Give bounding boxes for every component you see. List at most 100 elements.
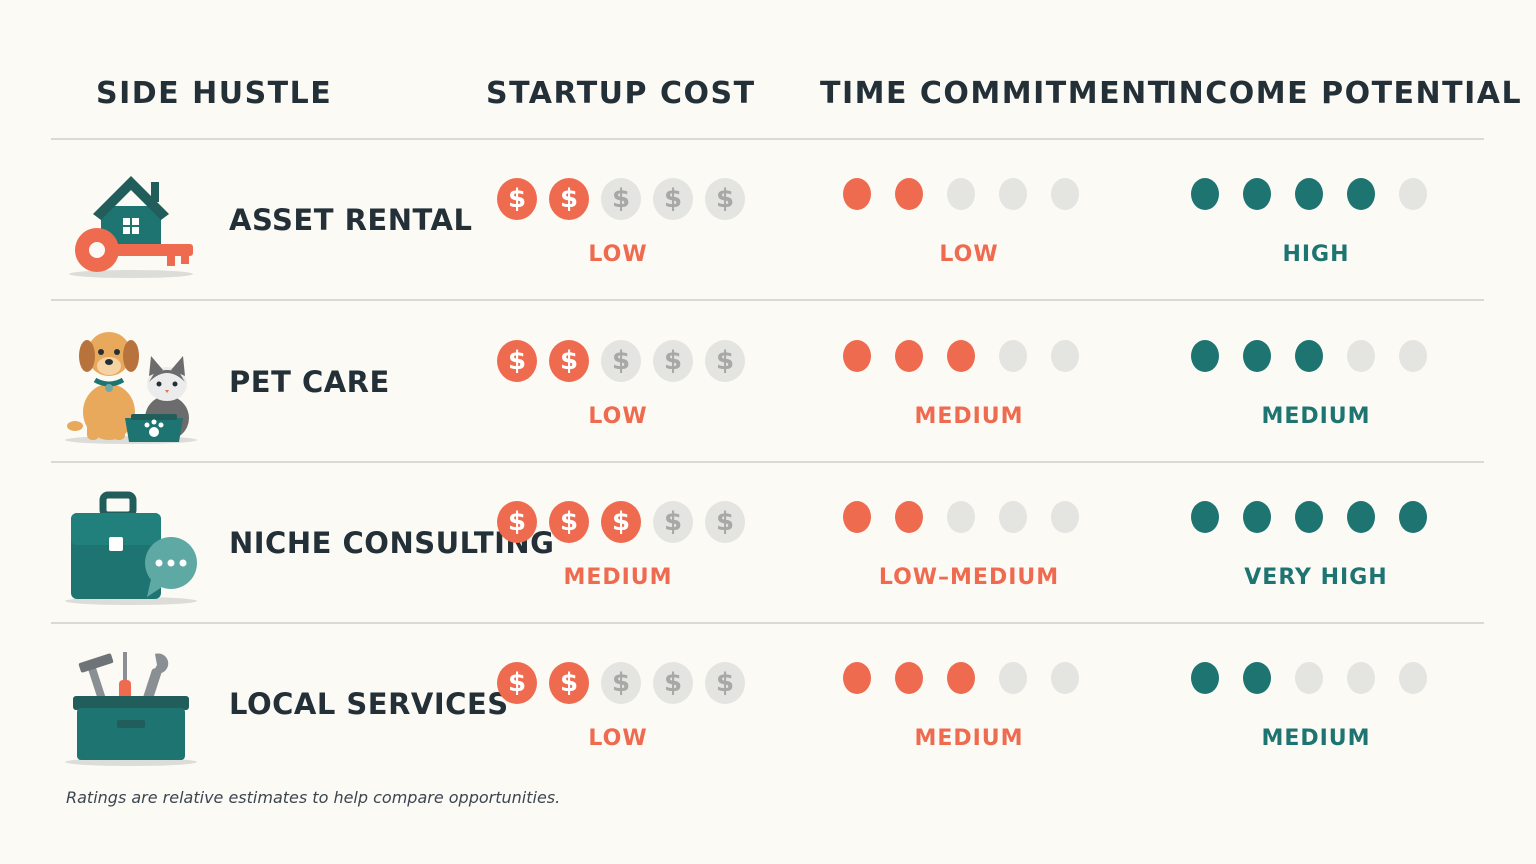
- income-potential-label: VERY HIGH: [1244, 565, 1388, 590]
- time-commitment-label: LOW: [939, 242, 999, 267]
- rating-dot-empty: [947, 178, 975, 210]
- rating-dot-empty: [1295, 662, 1323, 694]
- dollar-coin-filled-icon: $: [497, 501, 537, 543]
- rating-dot-empty: [1399, 178, 1427, 210]
- dollar-coin-filled-icon: $: [497, 340, 537, 382]
- time-commitment-label: LOW–MEDIUM: [878, 565, 1060, 590]
- time-commitment-rating: [843, 340, 1103, 372]
- header-income-potential: INCOME POTENTIAL: [1166, 76, 1523, 111]
- startup-cost-rating: $ $ $ $ $: [497, 501, 757, 543]
- row-divider: [51, 622, 1484, 624]
- dollar-coin-filled-icon: $: [549, 340, 589, 382]
- rating-dot-filled: [1295, 340, 1323, 372]
- rating-dot-empty: [999, 662, 1027, 694]
- dollar-coin-empty-icon: $: [705, 501, 745, 543]
- dollar-coin-empty-icon: $: [601, 662, 641, 704]
- rating-dot-empty: [1399, 662, 1427, 694]
- rating-dot-filled: [843, 178, 871, 210]
- rating-dot-filled: [1243, 178, 1271, 210]
- rating-dot-filled: [1191, 178, 1219, 210]
- income-potential-rating: [1191, 501, 1451, 533]
- rating-dot-empty: [947, 501, 975, 533]
- dollar-coin-empty-icon: $: [705, 662, 745, 704]
- time-commitment-rating: [843, 501, 1103, 533]
- row-divider: [51, 461, 1484, 463]
- header-side-hustle: SIDE HUSTLE: [96, 76, 333, 111]
- table-row: NICHE CONSULTING $ $ $ $ $ MEDIUM LOW–MEDIUM…: [51, 463, 1484, 623]
- startup-cost-label: MEDIUM: [563, 565, 673, 590]
- startup-cost-rating: $ $ $ $ $: [497, 662, 757, 704]
- rating-dot-empty: [999, 178, 1027, 210]
- rating-dot-empty: [1051, 340, 1079, 372]
- income-potential-label: HIGH: [1282, 242, 1350, 267]
- rating-dot-filled: [843, 662, 871, 694]
- dollar-coin-filled-icon: $: [497, 662, 537, 704]
- rating-dot-empty: [1051, 501, 1079, 533]
- startup-cost-rating: $ $ $ $ $: [497, 340, 757, 382]
- income-potential-rating: [1191, 178, 1451, 210]
- table-row: ASSET RENTAL $ $ $ $ $ LOW LOW HIGH: [51, 140, 1484, 300]
- rating-dot-empty: [1399, 340, 1427, 372]
- rating-dot-empty: [1347, 340, 1375, 372]
- rating-dot-filled: [895, 501, 923, 533]
- dollar-coin-empty-icon: $: [705, 178, 745, 220]
- startup-cost-label: LOW: [588, 726, 648, 751]
- rating-dot-empty: [1347, 662, 1375, 694]
- rating-dot-filled: [947, 662, 975, 694]
- startup-cost-rating: $ $ $ $ $: [497, 178, 757, 220]
- rating-dot-filled: [843, 501, 871, 533]
- dollar-coin-filled-icon: $: [497, 178, 537, 220]
- rating-dot-filled: [1243, 501, 1271, 533]
- startup-cost-label: LOW: [588, 404, 648, 429]
- dollar-coin-filled-icon: $: [549, 178, 589, 220]
- rating-dot-empty: [999, 501, 1027, 533]
- dollar-coin-empty-icon: $: [653, 340, 693, 382]
- rating-dot-empty: [1051, 662, 1079, 694]
- row-divider: [51, 299, 1484, 301]
- house-key-icon: [59, 164, 203, 284]
- footnote: Ratings are relative estimates to help c…: [66, 788, 561, 807]
- dollar-coin-empty-icon: $: [601, 178, 641, 220]
- rating-dot-filled: [1191, 340, 1219, 372]
- dollar-coin-filled-icon: $: [549, 501, 589, 543]
- rating-dot-filled: [1347, 501, 1375, 533]
- time-commitment-label: MEDIUM: [914, 726, 1024, 751]
- briefcase-chat-icon: [59, 487, 203, 607]
- header-divider: [51, 138, 1484, 140]
- dollar-coin-empty-icon: $: [705, 340, 745, 382]
- table-row: PET CARE $ $ $ $ $ LOW MEDIUM MEDIUM: [51, 302, 1484, 462]
- table-row: LOCAL SERVICES $ $ $ $ $ LOW MEDIUM MEDIUM: [51, 624, 1484, 784]
- header-startup-cost: STARTUP COST: [486, 76, 756, 111]
- rating-dot-filled: [843, 340, 871, 372]
- rating-dot-filled: [947, 340, 975, 372]
- rating-dot-filled: [895, 178, 923, 210]
- rating-dot-empty: [1051, 178, 1079, 210]
- income-potential-label: MEDIUM: [1261, 726, 1371, 751]
- rating-dot-filled: [895, 662, 923, 694]
- dollar-coin-empty-icon: $: [601, 340, 641, 382]
- row-title: ASSET RENTAL: [229, 203, 473, 237]
- rating-dot-filled: [1191, 501, 1219, 533]
- dollar-coin-filled-icon: $: [549, 662, 589, 704]
- dog-cat-icon: [59, 326, 203, 446]
- rating-dot-filled: [1399, 501, 1427, 533]
- row-title: LOCAL SERVICES: [229, 687, 509, 721]
- dollar-coin-empty-icon: $: [653, 662, 693, 704]
- rating-dot-filled: [1347, 178, 1375, 210]
- rating-dot-filled: [1295, 501, 1323, 533]
- rating-dot-empty: [999, 340, 1027, 372]
- row-title: NICHE CONSULTING: [229, 526, 555, 560]
- time-commitment-rating: [843, 662, 1103, 694]
- startup-cost-label: LOW: [588, 242, 648, 267]
- income-potential-rating: [1191, 340, 1451, 372]
- rating-dot-filled: [895, 340, 923, 372]
- dollar-coin-filled-icon: $: [601, 501, 641, 543]
- rating-dot-filled: [1243, 662, 1271, 694]
- time-commitment-rating: [843, 178, 1103, 210]
- rating-dot-filled: [1295, 178, 1323, 210]
- income-potential-rating: [1191, 662, 1451, 694]
- header-time-commitment: TIME COMMITMENT: [820, 76, 1170, 111]
- row-title: PET CARE: [229, 365, 390, 399]
- dollar-coin-empty-icon: $: [653, 178, 693, 220]
